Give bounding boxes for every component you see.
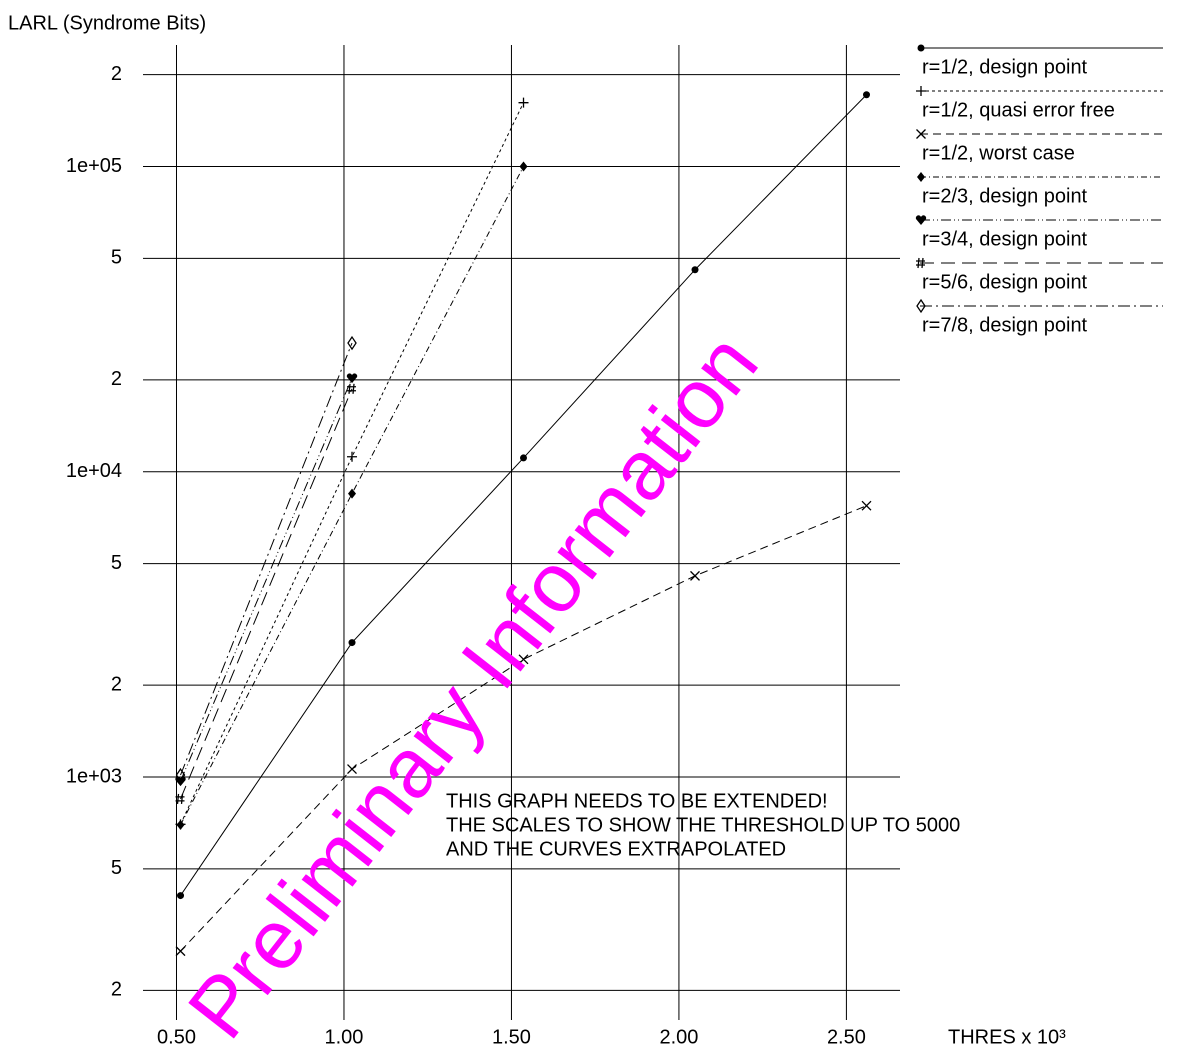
- annotation: THE SCALES TO SHOW THE THRESHOLD UP TO 5…: [446, 814, 960, 836]
- marker: [518, 97, 529, 108]
- marker: [175, 793, 185, 804]
- watermark: Preliminary Information: [170, 317, 776, 1055]
- y-tick-label: 2: [111, 673, 122, 695]
- marker: [346, 373, 358, 384]
- marker: [520, 454, 528, 462]
- y-tick-label: 1e+03: [66, 765, 122, 787]
- legend-label: r=3/4, design point: [922, 228, 1088, 250]
- y-tick-label: 5: [111, 247, 122, 269]
- marker: [348, 488, 357, 499]
- legend-label: r=2/3, design point: [922, 185, 1088, 207]
- marker: [519, 161, 528, 172]
- y-tick-label: 1e+04: [66, 460, 122, 482]
- marker: [917, 44, 925, 52]
- legend-label: r=1/2, design point: [922, 56, 1088, 78]
- marker: [916, 298, 926, 314]
- marker: [690, 570, 700, 581]
- legend-label: r=7/8, design point: [922, 314, 1088, 336]
- legend-label: r=1/2, worst case: [922, 142, 1075, 164]
- marker: [175, 767, 186, 783]
- marker: [863, 91, 871, 99]
- series-line: [180, 388, 353, 800]
- marker: [916, 129, 926, 139]
- x-tick-label: 1.00: [325, 1026, 364, 1048]
- marker: [916, 86, 926, 96]
- x-tick-label: 1.50: [492, 1026, 531, 1048]
- series-line: [180, 342, 353, 776]
- y-tick-label: 2: [111, 368, 122, 390]
- x-tick-label: 0.50: [157, 1026, 196, 1048]
- legend-label: r=5/6, design point: [922, 271, 1088, 293]
- marker: [916, 257, 925, 269]
- y-tick-label: 2: [111, 979, 122, 1001]
- marker: [175, 946, 186, 957]
- legend-label: r=1/2, quasi error free: [922, 99, 1115, 121]
- series-line: [180, 377, 353, 782]
- marker: [691, 266, 699, 274]
- series-line: [180, 94, 867, 896]
- series-line: [180, 505, 867, 952]
- marker: [917, 172, 925, 182]
- x-tick-label: 2.50: [827, 1026, 866, 1048]
- chart-title: LARL (Syndrome Bits): [8, 12, 206, 34]
- series-line: [180, 102, 524, 825]
- marker: [177, 892, 185, 900]
- y-tick-label: 5: [111, 552, 122, 574]
- y-tick-label: 1e+05: [66, 155, 122, 177]
- x-axis-label: THRES x 10³: [948, 1026, 1066, 1048]
- y-tick-label: 5: [111, 857, 122, 879]
- marker: [518, 654, 529, 665]
- marker: [347, 764, 357, 775]
- x-tick-label: 2.00: [659, 1026, 698, 1048]
- marker: [915, 215, 927, 225]
- marker: [347, 335, 357, 351]
- annotation: THIS GRAPH NEEDS TO BE EXTENDED!: [446, 790, 828, 812]
- y-tick-label: 2: [111, 63, 122, 85]
- marker: [347, 383, 357, 394]
- marker: [347, 451, 358, 462]
- marker: [348, 639, 356, 647]
- marker: [176, 819, 185, 830]
- marker: [861, 500, 872, 511]
- annotation: AND THE CURVES EXTRAPOLATED: [446, 838, 786, 860]
